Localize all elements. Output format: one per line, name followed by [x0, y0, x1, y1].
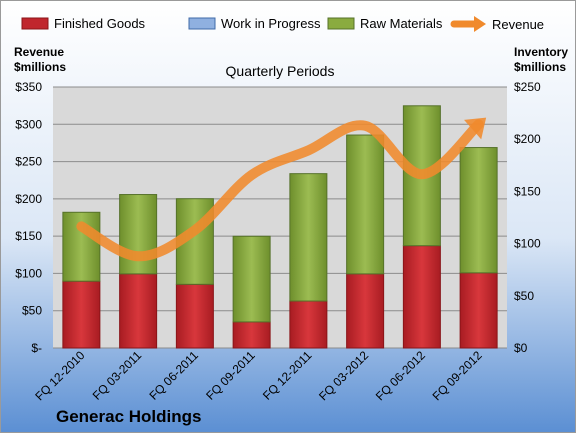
company-name: Generac Holdings: [56, 407, 201, 426]
left-tick-label: $350: [15, 80, 42, 94]
legend-label: Raw Materials: [360, 16, 443, 31]
left-tick-label: $150: [15, 229, 42, 243]
left-tick-label: $-: [31, 341, 42, 355]
left-axis-title-line1: Revenue: [14, 45, 64, 59]
left-tick-label: $250: [15, 155, 42, 169]
legend: Finished Goods Work in Progress Raw Materi…: [21, 16, 544, 32]
revenue-arrowhead: [464, 117, 487, 140]
bar-finished-goods: [289, 300, 328, 349]
legend-swatch: [21, 17, 49, 30]
bar-raw-materials: [459, 147, 498, 274]
right-axis-title-line1: Inventory: [514, 45, 568, 59]
bars: [62, 105, 498, 349]
left-tick-label: $50: [22, 304, 42, 318]
right-axis-ticks: $0 $50 $100 $150 $200 $250: [514, 80, 541, 355]
right-tick-label: $50: [514, 289, 534, 303]
revenue-line: [76, 117, 487, 262]
legend-label: Revenue: [492, 17, 544, 32]
chart-subtitle: Quarterly Periods: [226, 63, 335, 79]
legend-swatch: [327, 17, 355, 30]
right-tick-label: $0: [514, 341, 528, 355]
right-tick-label: $250: [514, 80, 541, 94]
right-tick-label: $200: [514, 132, 541, 146]
left-tick-label: $100: [15, 266, 42, 280]
bar-finished-goods: [232, 321, 271, 349]
right-tick-label: $100: [514, 237, 541, 251]
legend-label: Work in Progress: [221, 16, 321, 31]
bar-finished-goods: [402, 245, 441, 349]
bar-finished-goods: [119, 273, 158, 349]
bar-raw-materials: [119, 194, 158, 275]
right-tick-label: $150: [514, 184, 541, 198]
bar-raw-materials: [346, 134, 385, 275]
legend-swatch-revenue-arrow: [474, 16, 486, 32]
legend-swatch: [188, 17, 216, 30]
bar-finished-goods: [62, 280, 101, 349]
left-tick-label: $200: [15, 192, 42, 206]
revenue-line-path: [76, 119, 484, 262]
bar-raw-materials: [232, 235, 271, 323]
right-axis-title-line2: $millions: [514, 60, 566, 74]
left-axis-ticks: $- $50 $100 $150 $200 $250 $300 $350: [15, 80, 42, 355]
left-axis-title-line2: $millions: [14, 60, 66, 74]
bar-finished-goods: [175, 283, 214, 349]
bar-raw-materials: [289, 173, 328, 302]
legend-label: Finished Goods: [54, 16, 146, 31]
bar-finished-goods: [346, 273, 385, 349]
left-tick-label: $300: [15, 117, 42, 131]
bar-finished-goods: [459, 272, 498, 349]
